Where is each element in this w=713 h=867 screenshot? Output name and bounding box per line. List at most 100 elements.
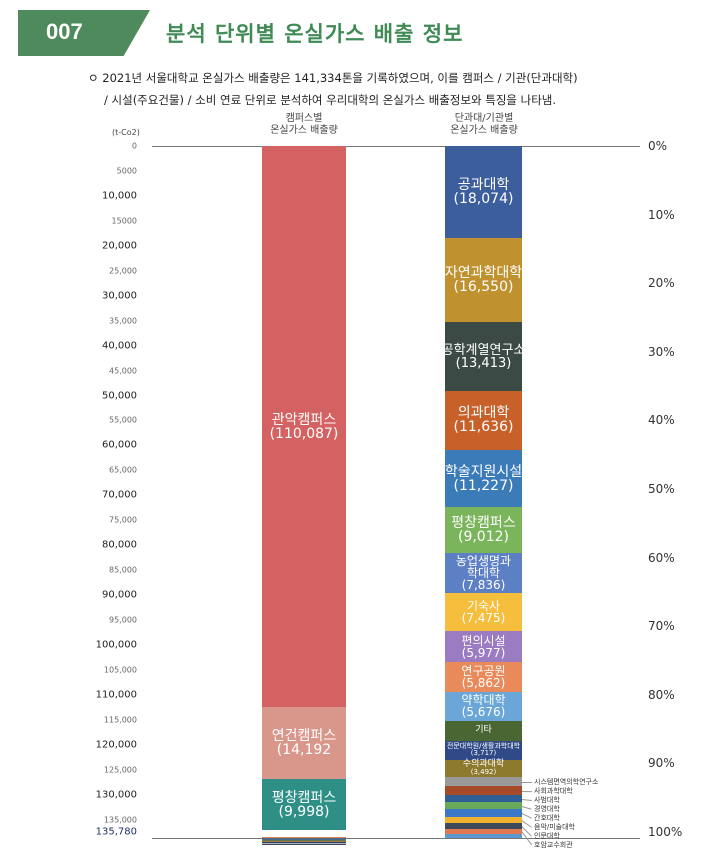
segment-value-label: (5,862) <box>461 675 506 690</box>
segment-label: 공과대학 <box>457 177 510 194</box>
percent-tick-label: 60% <box>648 550 675 565</box>
college-title-line2: 온실가스 배출량 <box>450 125 518 136</box>
bar-segment <box>262 843 346 845</box>
y-tick-label: 15000 <box>111 216 137 226</box>
segment-label: 평창캠퍼스 <box>451 515 516 532</box>
segment-label: 편의시설 <box>461 633 506 648</box>
bar-segment: 연건캠퍼스 (14,192 <box>262 707 346 780</box>
bar-segment <box>445 786 522 796</box>
bottom-axis-line <box>152 838 640 839</box>
y-tick-label: 85,000 <box>109 565 137 575</box>
bar-segment <box>445 816 522 823</box>
bar-segment: 평창캠퍼스 (9,012) <box>445 507 522 554</box>
segment-label: 인문대학 <box>534 831 560 840</box>
bar-segment: 약학대학 (5,676) <box>445 691 522 721</box>
bullet-icon: ㅇ <box>88 71 99 85</box>
bar-segment <box>262 842 346 844</box>
bar-segment: 자연과학대학 (16,550) <box>444 238 523 323</box>
percent-tick-label: 30% <box>648 344 675 359</box>
y-tick-label: 100,000 <box>95 639 137 651</box>
segment-value-label: (5,977) <box>461 645 506 660</box>
y-tick-label: 40,000 <box>102 340 137 352</box>
bar-segment <box>262 838 346 840</box>
segment-value-label: (5,676) <box>461 705 506 720</box>
segment-value-label: (11,636) <box>453 419 514 436</box>
percent-tick-label: 80% <box>648 687 675 702</box>
bar-segment <box>262 840 346 843</box>
segment-value-label: (14,192 <box>276 742 332 759</box>
bar-segment <box>262 836 346 839</box>
bar-segment <box>445 795 522 803</box>
y-tick-label: 35,000 <box>109 316 137 326</box>
segment-value-label: (7,475) <box>461 611 506 626</box>
intro-line-2: / 시설(주요건물) / 소비 연료 단위로 분석하여 우리대학의 온실가스 배… <box>104 93 557 107</box>
bar-segment: 전문대학원/생활과학대학 (3,717) <box>445 740 522 760</box>
page-title: 분석 단위별 온실가스 배출 정보 <box>166 22 464 46</box>
segment-label: 연건캠퍼스 <box>271 728 337 745</box>
bar-segment: 의과대학 (11,636) <box>445 390 522 451</box>
segment-label: 간호대학 <box>534 813 560 822</box>
segment-value-label: (16,550) <box>453 279 514 296</box>
segment-value-label: (13,413) <box>455 355 512 371</box>
bar-segment <box>445 833 522 838</box>
y-tick-label: 90,000 <box>102 589 137 601</box>
segment-label: 호암교수회관 <box>534 840 573 849</box>
top-axis-line <box>152 146 640 147</box>
y-tick-label: 75,000 <box>109 515 137 525</box>
leader-line <box>522 781 532 783</box>
y-tick-label: 30,000 <box>102 290 137 302</box>
bar-segment <box>445 777 522 787</box>
segment-label: 기숙사 <box>466 599 501 614</box>
segment-label: 평창캠퍼스 <box>271 789 337 806</box>
segment-value-label: (3,492) <box>470 768 497 777</box>
segment-value-label: (11,227) <box>453 477 514 494</box>
y-tick-label: 65,000 <box>109 465 137 475</box>
bar-segment: 공과대학 (18,074) <box>445 146 522 239</box>
bar-segment: 기타 <box>445 720 522 741</box>
segment-label: 연구공원 <box>461 663 506 678</box>
bar-segment <box>445 809 522 817</box>
percent-tick-label: 50% <box>648 482 675 496</box>
segment-label: 사범대학 <box>534 795 560 804</box>
bar-segment: 기숙사 (7,475) <box>445 593 522 632</box>
bar-segment <box>262 839 346 841</box>
leader-line <box>521 813 532 819</box>
intro-text-1: 2021년 서울대학교 온실가스 배출량은 141,334톤을 기록하였으며, … <box>102 71 578 85</box>
segment-value-label: (7,836) <box>461 578 506 593</box>
segment-value-label: (3,717) <box>470 749 497 758</box>
bar-segment: 연구공원 (5,862) <box>445 661 522 692</box>
segment-label: 농업생명과학대학 <box>455 554 512 581</box>
y-tick-label: 135,000 <box>103 815 137 825</box>
segment-label: 경영대학 <box>534 804 560 813</box>
leader-line <box>521 805 532 810</box>
intro-line-1: ㅇ 2021년 서울대학교 온실가스 배출량은 141,334톤을 기록하였으며… <box>88 70 578 86</box>
bar-segment <box>262 844 346 846</box>
segment-label: 자연과학대학 <box>444 265 523 282</box>
bar-segment: 관악캠퍼스 (110,087) <box>262 146 346 708</box>
bar-segment <box>445 828 522 834</box>
y-tick-label: 105,000 <box>103 665 137 675</box>
y-tick-label: 20,000 <box>102 240 137 252</box>
y-tick-label: 130,000 <box>95 789 137 801</box>
bar-segment: 편의시설 (5,977) <box>445 631 522 662</box>
section-number-badge <box>18 10 150 56</box>
percent-tick-label: 100% <box>648 825 683 839</box>
bar-segment: 공학계열연구소 (13,413) <box>442 322 525 391</box>
percent-tick-label: 20% <box>648 276 675 291</box>
y-tick-label: 95,000 <box>109 615 137 625</box>
percent-tick-label: 90% <box>648 756 675 771</box>
y-tick-label: 10,000 <box>102 190 137 202</box>
campus-column-title: 캠퍼스별 온실가스 배출량 <box>224 113 384 137</box>
y-tick-label: 55,000 <box>109 415 137 425</box>
bar-segment: 학술지원시설 (11,227) <box>445 450 522 508</box>
y-tick-label: 80,000 <box>102 539 137 551</box>
segment-value-label: (9,012) <box>457 529 509 546</box>
college-column-title: 단과대/기관별 온실가스 배출량 <box>404 113 564 137</box>
y-tick-label: 70,000 <box>102 489 137 501</box>
segment-label: 기타 <box>475 725 492 736</box>
percent-tick-label: 0% <box>648 139 668 153</box>
bar-segment <box>262 830 346 837</box>
y-tick-label: 45,000 <box>109 366 137 376</box>
percent-tick-label: 70% <box>648 619 675 634</box>
bar-segment: 농업생명과학대학 (7,836) <box>445 553 522 594</box>
